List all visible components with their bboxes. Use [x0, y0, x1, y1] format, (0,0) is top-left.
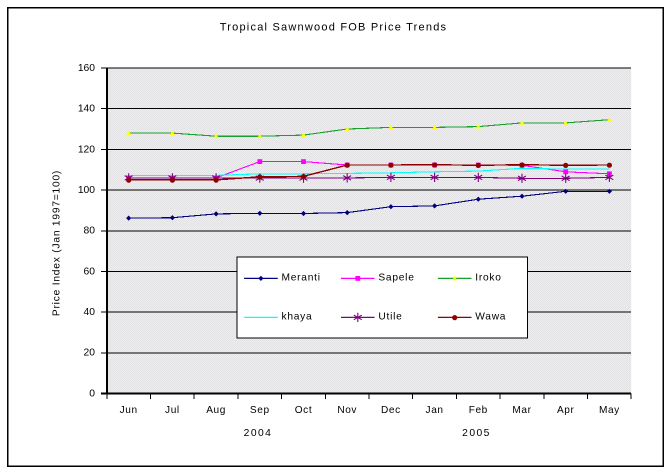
- svg-text:Price Index (Jan 1997=100): Price Index (Jan 1997=100): [52, 170, 63, 316]
- svg-text:Wawa: Wawa: [475, 312, 506, 323]
- svg-text:Dec: Dec: [381, 405, 401, 416]
- svg-text:Tropical Sawnwood FOB Price Tr: Tropical Sawnwood FOB Price Trends: [220, 22, 448, 34]
- svg-text:100: 100: [78, 185, 95, 196]
- svg-text:Meranti: Meranti: [282, 273, 321, 284]
- svg-text:Iroko: Iroko: [475, 273, 501, 284]
- svg-text:Oct: Oct: [295, 405, 313, 416]
- svg-text:Sep: Sep: [250, 405, 270, 416]
- svg-text:120: 120: [78, 144, 95, 155]
- svg-text:khaya: khaya: [282, 312, 313, 323]
- svg-text:Mar: Mar: [512, 405, 531, 416]
- svg-text:160: 160: [78, 63, 95, 74]
- svg-text:40: 40: [84, 307, 96, 318]
- svg-text:Jun: Jun: [120, 405, 138, 416]
- svg-text:0: 0: [89, 388, 95, 399]
- svg-text:Jan: Jan: [426, 405, 444, 416]
- svg-text:Jul: Jul: [165, 405, 180, 416]
- svg-text:Apr: Apr: [557, 405, 575, 416]
- svg-text:80: 80: [84, 226, 96, 237]
- svg-text:140: 140: [78, 104, 95, 115]
- svg-text:Sapele: Sapele: [378, 273, 414, 284]
- svg-text:May: May: [599, 405, 620, 416]
- svg-text:2004: 2004: [244, 428, 273, 439]
- svg-text:Feb: Feb: [469, 405, 488, 416]
- svg-text:Nov: Nov: [337, 405, 357, 416]
- svg-text:Aug: Aug: [206, 405, 226, 416]
- svg-text:20: 20: [84, 348, 96, 359]
- svg-text:Utile: Utile: [378, 312, 402, 323]
- svg-text:2005: 2005: [462, 428, 491, 439]
- svg-text:60: 60: [84, 266, 96, 277]
